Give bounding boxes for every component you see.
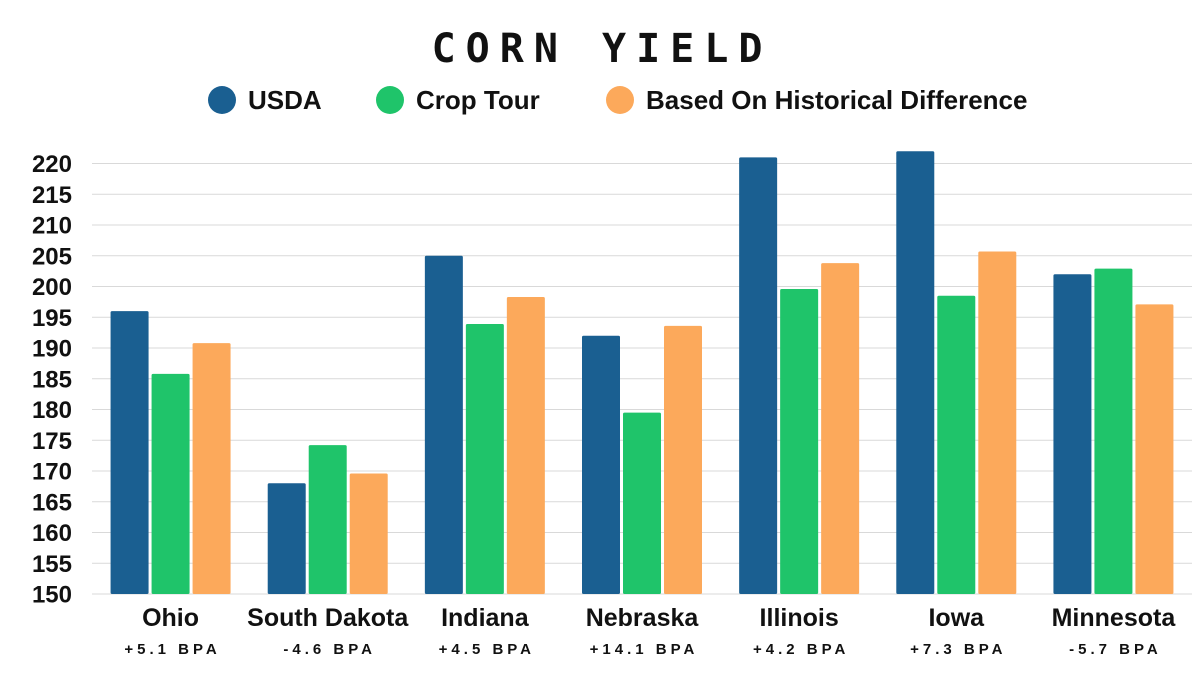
y-tick-label: 200 (32, 274, 72, 301)
bar (1094, 268, 1133, 594)
x-category-note: -4.6 BPA (283, 641, 376, 658)
y-tick-label: 195 (32, 305, 72, 332)
bar (506, 296, 545, 594)
bar (664, 325, 702, 594)
x-category-note: +7.3 BPA (910, 641, 1006, 658)
legend-label: Based On Historical Difference (646, 85, 1027, 115)
y-tick-label: 210 (32, 213, 72, 240)
legend-swatch (606, 86, 634, 114)
legend-item-1: Crop Tour (376, 85, 540, 115)
bar (267, 483, 306, 594)
bar (821, 263, 860, 594)
bar (978, 251, 1017, 594)
y-tick-label: 185 (32, 366, 72, 393)
bar (582, 335, 620, 594)
y-axis: 150 155 160 165 170 175 180 185 190 195 200 205 210 2… (32, 151, 72, 609)
y-tick-label: 165 (32, 489, 72, 516)
bar (424, 255, 463, 594)
bar-group-indiana (424, 255, 545, 594)
legend-item-0: USDA (208, 85, 322, 115)
y-tick-label: 215 (32, 182, 72, 209)
bar-group-illinois (739, 157, 860, 594)
x-axis: Ohio +5.1 BPA South Dakota -4.6 BPA Indiana +… (124, 604, 1176, 658)
chart-title: CORN YIELD (432, 26, 773, 72)
y-tick-label: 190 (32, 336, 72, 363)
x-category-label: Nebraska (586, 604, 700, 632)
y-tick-label: 205 (32, 243, 72, 270)
legend-swatch (208, 86, 236, 114)
legend-item-2: Based On Historical Difference (606, 85, 1027, 115)
x-category-label: Indiana (441, 604, 530, 632)
bar (937, 295, 976, 594)
x-category-note: +4.2 BPA (753, 641, 849, 658)
bar (739, 157, 778, 594)
bar-group-ohio (110, 311, 231, 594)
bar (192, 343, 231, 594)
bar (465, 324, 504, 594)
bar (623, 412, 661, 594)
x-category-label: Illinois (760, 604, 839, 632)
y-tick-label: 170 (32, 459, 72, 486)
y-tick-label: 150 (32, 582, 72, 609)
y-tick-label: 155 (32, 551, 72, 578)
bar (780, 288, 819, 594)
y-tick-label: 160 (32, 520, 72, 547)
bar (110, 311, 149, 594)
bars (110, 151, 1174, 594)
y-tick-label: 180 (32, 397, 72, 424)
x-category-note: +5.1 BPA (124, 641, 220, 658)
bar-group-south-dakota (267, 445, 388, 594)
x-category-note: +14.1 BPA (590, 641, 699, 658)
legend-label: USDA (248, 85, 322, 115)
bar (896, 151, 935, 594)
bar-group-minnesota (1053, 268, 1174, 594)
bar (349, 473, 388, 594)
y-tick-label: 220 (32, 151, 72, 178)
legend-swatch (376, 86, 404, 114)
legend-label: Crop Tour (416, 85, 540, 115)
bar (1135, 304, 1174, 594)
x-category-label: South Dakota (247, 604, 409, 632)
bar (1053, 274, 1092, 594)
x-category-note: -5.7 BPA (1069, 641, 1162, 658)
y-tick-label: 175 (32, 428, 72, 455)
bar (151, 373, 190, 594)
bar (308, 445, 347, 594)
x-category-label: Minnesota (1052, 604, 1177, 632)
x-category-label: Iowa (928, 604, 985, 632)
legend: USDA Crop Tour Based On Historical Differe… (208, 85, 1027, 115)
x-category-label: Ohio (142, 604, 199, 632)
bar-group-iowa (896, 151, 1017, 594)
bar-group-nebraska (582, 325, 702, 594)
x-category-note: +4.5 BPA (439, 641, 535, 658)
